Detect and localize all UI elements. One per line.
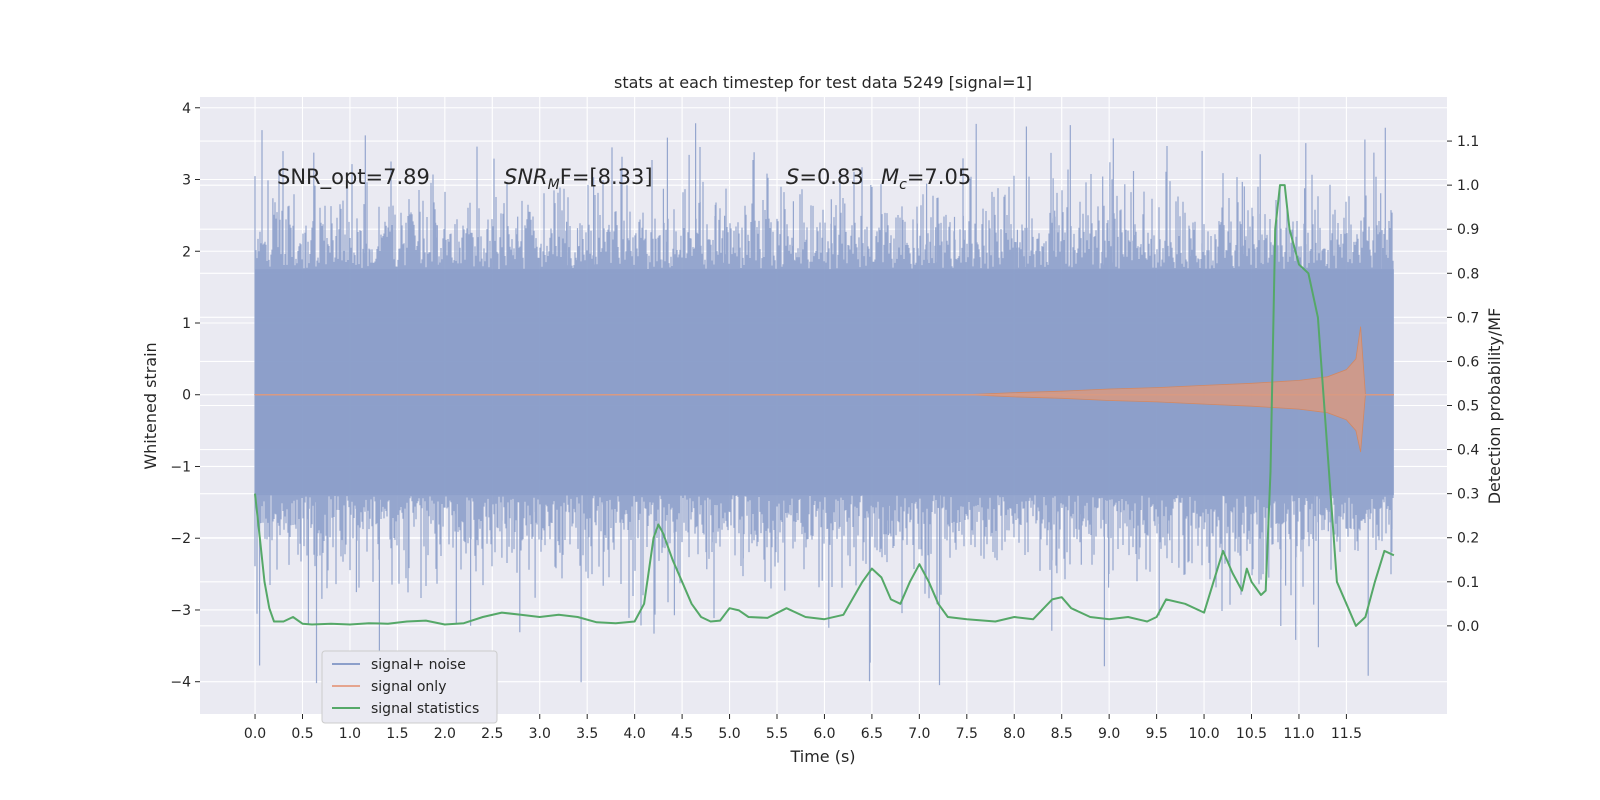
y2-tick-label-6: 0.6	[1457, 354, 1479, 370]
annotation-mc-value: =7.05	[907, 165, 971, 189]
signal-envelope	[253, 326, 1394, 453]
x-tick-label-17: 8.5	[1051, 726, 1073, 742]
x-tick-label-2: 1.0	[339, 726, 361, 742]
annotation-snr-mf-sub: M	[548, 177, 560, 193]
y-tick-label-2: −2	[170, 531, 191, 547]
x-tick-label-21: 10.5	[1236, 726, 1267, 742]
x-tick-label-0: 0.0	[244, 726, 266, 742]
y2-tick-label-2: 0.2	[1457, 531, 1479, 547]
annotation-snr-opt: SNR_opt=7.89	[277, 165, 430, 190]
x-tick-label-15: 7.5	[956, 726, 978, 742]
legend-label-signal-noise: signal+ noise	[371, 657, 466, 673]
series-signal-statistics	[254, 184, 1395, 627]
y-tick-label-5: 1	[182, 316, 191, 332]
annotation-s-value: =0.83	[799, 165, 863, 189]
annotation-mc: Mc=7.05	[881, 165, 971, 193]
legend-label-signal-only: signal only	[371, 679, 446, 695]
x-tick-label-6: 3.0	[529, 726, 551, 742]
legend: signal+ noise signal only signal statist…	[321, 650, 498, 724]
x-tick-label-10: 5.0	[718, 726, 740, 742]
x-tick-label-3: 1.5	[386, 726, 408, 742]
y2-tick-label-9: 0.9	[1457, 222, 1479, 238]
y2-tick-label-4: 0.4	[1457, 443, 1479, 459]
y-tick-label-6: 2	[182, 244, 191, 260]
y2-tick-label-0: 0.0	[1457, 619, 1479, 635]
x-tick-label-14: 7.0	[908, 726, 930, 742]
y-tick-label-8: 4	[182, 101, 191, 117]
y2-tick-label-11: 1.1	[1457, 134, 1479, 150]
x-axis-ticks: 0.0 0.5 1.0 1.5 2.0 2.5 3.0 3.5 4.0 4.5 5.0 5.5 6.0 6…	[244, 714, 1362, 742]
annotation-mc-main: M	[881, 165, 899, 189]
x-tick-label-11: 5.5	[766, 726, 788, 742]
legend-label-signal-statistics: signal statistics	[371, 701, 479, 717]
x-tick-label-12: 6.0	[813, 726, 835, 742]
y-tick-label-0: −4	[170, 675, 191, 691]
y2-tick-label-3: 0.3	[1457, 487, 1479, 503]
x-axis-label: Time (s)	[789, 747, 855, 766]
annotation-snr-mf: SNRMF=[8.33]	[504, 165, 653, 193]
y2-tick-label-8: 0.8	[1457, 266, 1479, 282]
statistics-line	[254, 184, 1395, 627]
y2-tick-label-5: 0.5	[1457, 399, 1479, 415]
series-signal-only	[253, 326, 1394, 453]
x-tick-label-5: 2.5	[481, 726, 503, 742]
y-axis-label: Whitened strain	[141, 342, 160, 469]
y2-tick-label-1: 0.1	[1457, 575, 1479, 591]
y-tick-label-1: −3	[170, 603, 191, 619]
x-tick-label-13: 6.5	[861, 726, 883, 742]
x-tick-label-7: 3.5	[576, 726, 598, 742]
x-tick-label-20: 10.0	[1188, 726, 1219, 742]
y-tick-label-7: 3	[182, 173, 191, 189]
y2-tick-label-10: 1.0	[1457, 178, 1479, 194]
x-tick-label-4: 2.0	[434, 726, 456, 742]
x-tick-label-1: 0.5	[291, 726, 313, 742]
x-tick-label-22: 11.0	[1283, 726, 1314, 742]
annotation-snr-mf-value: F=[8.33]	[560, 165, 653, 189]
y2-axis-ticks: 0.0 0.1 0.2 0.3 0.4 0.5 0.6 0.7 0.8 0.9 1.0 1.1	[1447, 134, 1479, 635]
y-axis-ticks: −4 −3 −2 −1 0 1 2 3 4	[170, 101, 200, 691]
annotation-snr-mf-main: SNR	[504, 165, 548, 189]
x-tick-label-9: 4.5	[671, 726, 693, 742]
annotation-s-main: S	[786, 165, 799, 189]
y-tick-label-4: 0	[182, 388, 191, 404]
x-tick-label-19: 9.5	[1145, 726, 1167, 742]
annotation-mc-sub: c	[899, 177, 907, 193]
x-tick-label-8: 4.0	[624, 726, 646, 742]
y-tick-label-3: −1	[170, 459, 191, 475]
x-tick-label-18: 9.0	[1098, 726, 1120, 742]
x-tick-label-23: 11.5	[1331, 726, 1362, 742]
series-signal-noise	[254, 123, 1394, 686]
annotation-s: S=0.83	[786, 165, 864, 189]
y2-tick-label-7: 0.7	[1457, 310, 1479, 326]
chart-title: stats at each timestep for test data 524…	[614, 73, 1032, 92]
x-tick-label-16: 8.0	[1003, 726, 1025, 742]
legend-box	[321, 650, 498, 724]
y2-axis-label: Detection probability/MF	[1485, 308, 1504, 505]
